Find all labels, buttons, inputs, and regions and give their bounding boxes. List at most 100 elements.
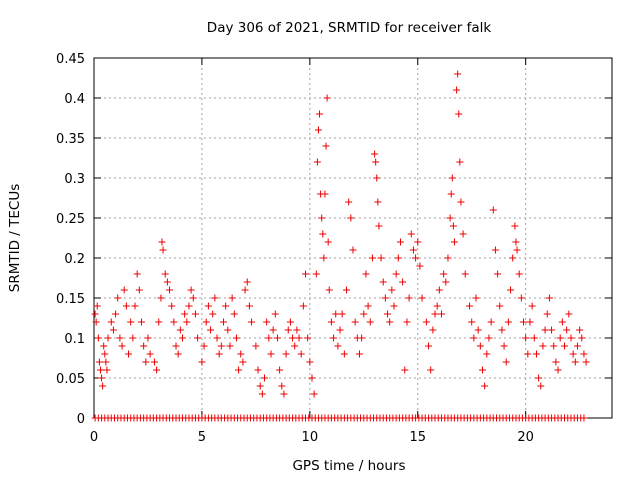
data-point xyxy=(271,310,279,318)
data-point xyxy=(444,254,452,262)
data-point xyxy=(394,254,402,262)
data-point xyxy=(368,254,376,262)
y-tick-label: 0.05 xyxy=(56,372,85,387)
y-tick-label: 0.35 xyxy=(56,132,85,147)
data-point xyxy=(556,334,564,342)
data-point xyxy=(241,286,249,294)
data-point xyxy=(202,318,210,326)
data-point xyxy=(153,366,161,374)
data-point xyxy=(550,342,558,350)
data-point xyxy=(211,294,219,302)
data-point xyxy=(379,278,387,286)
data-point xyxy=(135,286,143,294)
data-point xyxy=(325,286,333,294)
data-point xyxy=(454,70,462,78)
data-point xyxy=(91,310,99,318)
data-point xyxy=(310,390,318,398)
data-point xyxy=(304,334,312,342)
chart-title: Day 306 of 2021, SRMTID for receiver fal… xyxy=(207,20,492,36)
data-point xyxy=(483,350,491,358)
data-point xyxy=(582,358,590,366)
data-point xyxy=(576,326,584,334)
x-tick-label: 0 xyxy=(90,430,98,445)
data-point xyxy=(390,302,398,310)
data-point xyxy=(207,326,215,334)
x-tick-label: 10 xyxy=(302,430,319,445)
data-point xyxy=(343,286,351,294)
data-point xyxy=(100,342,108,350)
data-point xyxy=(425,342,433,350)
data-point xyxy=(496,302,504,310)
data-point xyxy=(144,334,152,342)
data-point xyxy=(269,326,277,334)
data-point xyxy=(146,350,154,358)
data-point xyxy=(98,374,106,382)
data-point xyxy=(158,238,166,246)
data-point xyxy=(409,246,417,254)
data-point xyxy=(107,318,115,326)
data-point xyxy=(418,294,426,302)
data-point xyxy=(338,310,346,318)
data-point xyxy=(470,334,478,342)
data-point xyxy=(405,294,413,302)
plot-frame xyxy=(93,57,613,419)
data-point xyxy=(489,206,497,214)
data-point xyxy=(522,334,530,342)
data-point xyxy=(265,334,273,342)
data-point xyxy=(226,342,234,350)
data-point xyxy=(308,374,316,382)
data-point xyxy=(543,310,551,318)
data-point xyxy=(412,254,420,262)
data-point xyxy=(276,366,284,374)
data-point xyxy=(384,310,392,318)
data-point xyxy=(96,366,104,374)
data-point xyxy=(371,150,379,158)
data-point xyxy=(407,230,415,238)
data-point xyxy=(112,310,120,318)
y-tick-label: 0.2 xyxy=(64,252,85,267)
data-point xyxy=(127,318,135,326)
data-point xyxy=(282,350,290,358)
data-point xyxy=(373,174,381,182)
data-point xyxy=(515,270,523,278)
data-point xyxy=(118,342,126,350)
data-point xyxy=(215,350,223,358)
data-point xyxy=(293,326,301,334)
data-point xyxy=(267,350,275,358)
data-point xyxy=(114,294,122,302)
data-point xyxy=(261,374,269,382)
data-point xyxy=(312,270,320,278)
data-point xyxy=(94,334,102,342)
data-point xyxy=(187,286,195,294)
data-point xyxy=(537,382,545,390)
data-point xyxy=(427,366,435,374)
data-point xyxy=(183,318,191,326)
data-point xyxy=(248,318,256,326)
data-point xyxy=(213,334,221,342)
data-point xyxy=(161,270,169,278)
data-point xyxy=(457,198,465,206)
data-point xyxy=(429,326,437,334)
data-point xyxy=(554,366,562,374)
data-point xyxy=(116,334,124,342)
data-point xyxy=(163,278,171,286)
data-point xyxy=(479,366,486,374)
data-point xyxy=(509,254,517,262)
data-point xyxy=(321,190,329,198)
data-point xyxy=(217,342,225,350)
data-point xyxy=(131,302,139,310)
data-point xyxy=(548,326,556,334)
data-point xyxy=(235,366,243,374)
data-point xyxy=(351,318,359,326)
data-point xyxy=(191,310,199,318)
data-point xyxy=(442,278,450,286)
data-point xyxy=(129,334,137,342)
data-point xyxy=(446,214,454,222)
x-tick-label: 5 xyxy=(198,430,206,445)
data-point xyxy=(431,310,439,318)
data-point xyxy=(450,238,458,246)
data-point xyxy=(504,318,512,326)
data-point xyxy=(324,238,332,246)
data-point xyxy=(461,270,469,278)
